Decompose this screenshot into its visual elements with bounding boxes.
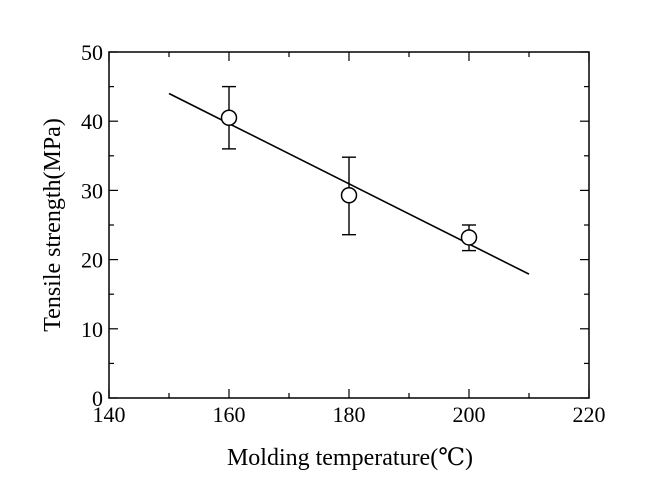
- data-point: [340, 186, 358, 204]
- x-tick-label: 200: [453, 402, 486, 427]
- y-tick-label: 20: [81, 248, 103, 273]
- x-axis-title: Molding temperature(℃): [227, 445, 473, 471]
- x-tick-label: 220: [573, 402, 606, 427]
- x-tick-label: 180: [333, 402, 366, 427]
- y-tick-label: 50: [81, 40, 103, 65]
- data-point: [220, 109, 238, 126]
- y-axis-title: Tensile strength(MPa): [40, 118, 66, 332]
- x-tick-label: 160: [213, 402, 246, 427]
- tick-labels: 140 160 180 200 220 0 10 20 30 40 50: [81, 40, 606, 427]
- x-tick-label: 140: [93, 402, 126, 427]
- y-tick-label: 40: [81, 109, 103, 134]
- y-tick-label: 30: [81, 178, 103, 203]
- y-tick-label: 10: [81, 317, 103, 342]
- axis-ticks: [108, 51, 590, 399]
- data-points: [220, 85, 478, 252]
- y-tick-label: 0: [92, 386, 103, 411]
- data-point: [460, 229, 478, 246]
